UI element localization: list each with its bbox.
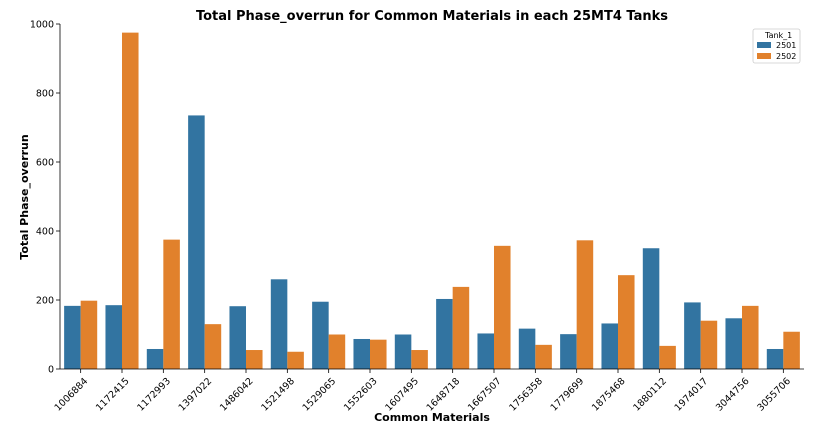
bar-1667507-2502	[494, 245, 511, 369]
bar-3044756-2502	[742, 305, 759, 369]
x-tick-label: 1172415	[94, 376, 132, 414]
bar-1172415-2501	[105, 305, 122, 369]
bar-1397022-2502	[204, 324, 222, 369]
y-tick-label: 0	[48, 365, 54, 376]
bar-1648718-2501	[436, 298, 453, 369]
x-tick-label: 1756358	[507, 376, 545, 414]
legend-label-2501: 2501	[776, 41, 796, 50]
x-tick-label: 1486042	[218, 376, 256, 414]
x-tick-label: 1529065	[301, 376, 339, 414]
bar-1486042-2501	[229, 306, 246, 369]
legend-swatch-2501	[757, 42, 771, 48]
y-axis-title: Total Phase_overrun	[18, 134, 31, 259]
bar-1397022-2501	[188, 115, 205, 369]
bar-1648718-2502	[452, 286, 470, 369]
x-tick-label: 3044756	[714, 376, 752, 414]
bar-1974017-2501	[684, 302, 701, 369]
x-axis-title: Common Materials	[374, 411, 490, 424]
bar-1172415-2502	[122, 32, 139, 369]
chart-title: Total Phase_overrun for Common Materials…	[196, 9, 668, 24]
x-tick-label: 1397022	[177, 376, 215, 414]
bar-1875468-2501	[601, 323, 618, 369]
y-tick-label: 800	[36, 89, 54, 100]
bar-1756358-2501	[518, 328, 536, 369]
legend-swatch-2502	[757, 53, 771, 59]
bar-1521498-2502	[287, 351, 304, 369]
bar-1880112-2502	[659, 345, 676, 369]
x-tick-label: 1521498	[259, 376, 297, 414]
bar-1756358-2502	[535, 344, 552, 369]
y-tick-label: 400	[36, 227, 54, 238]
bar-1552603-2502	[370, 339, 387, 369]
bar-1006884-2501	[64, 305, 81, 369]
bar-1880112-2501	[642, 248, 660, 369]
bar-3055706-2501	[766, 348, 784, 369]
bar-1667507-2501	[477, 333, 494, 369]
bar-1607495-2502	[411, 350, 428, 369]
bar-1172993-2502	[163, 239, 180, 369]
legend-title: Tank_1	[764, 31, 792, 40]
x-tick-label: 1667507	[466, 376, 504, 414]
bar-1779699-2502	[576, 240, 594, 369]
bar-1875468-2502	[618, 275, 635, 369]
bar-1552603-2501	[353, 338, 370, 369]
x-tick-label: 1172993	[135, 376, 173, 414]
plot-area: 0 200 400 600 800 1000 1006884 1172415 1172993 13…	[30, 20, 804, 414]
bar-1607495-2501	[394, 334, 412, 369]
bar-1974017-2502	[700, 320, 718, 369]
x-tick-label: 1880112	[631, 376, 669, 414]
y-tick-label: 1000	[30, 20, 54, 31]
x-tick-label: 1607495	[383, 376, 421, 414]
bar-3055706-2502	[783, 331, 800, 369]
x-tick-label: 1648718	[425, 376, 463, 414]
bar-1521498-2501	[270, 279, 288, 369]
legend: Tank_1 2501 2502	[752, 28, 801, 64]
bar-1172993-2501	[146, 348, 164, 369]
bar-3044756-2501	[725, 318, 742, 369]
bar-1486042-2502	[246, 350, 263, 369]
x-tick-label: 1006884	[53, 376, 91, 414]
x-tick-label: 3055706	[755, 376, 793, 414]
bar-1779699-2501	[560, 334, 577, 369]
y-tick-label: 600	[36, 158, 54, 169]
x-tick-label: 1552603	[342, 376, 380, 414]
bar-1529065-2501	[312, 301, 329, 369]
y-tick-label: 200	[36, 296, 54, 307]
x-tick-label: 1779699	[549, 376, 587, 414]
bar-1006884-2502	[80, 300, 98, 369]
x-tick-label: 1875468	[590, 376, 628, 414]
x-tick-label: 1974017	[673, 376, 711, 414]
bar-1529065-2502	[328, 334, 346, 369]
legend-label-2502: 2502	[776, 52, 796, 61]
